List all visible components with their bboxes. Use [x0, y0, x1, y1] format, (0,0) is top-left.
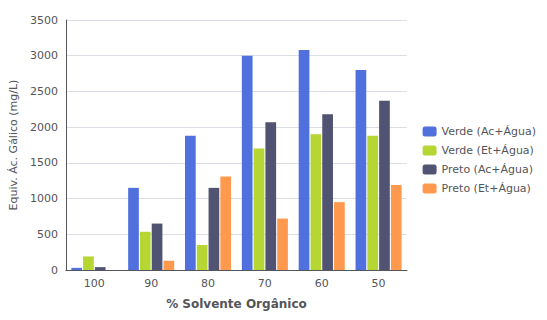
svg-text:100: 100 [84, 277, 105, 290]
svg-text:500: 500 [37, 228, 58, 241]
svg-text:80: 80 [201, 277, 215, 290]
svg-text:Verde (Et+Água): Verde (Et+Água) [442, 144, 534, 157]
svg-text:90: 90 [144, 277, 158, 290]
svg-text:3000: 3000 [30, 49, 58, 62]
svg-text:2000: 2000 [30, 121, 58, 134]
svg-text:% Solvente Orgânico: % Solvente Orgânico [166, 297, 307, 311]
svg-text:Verde (Ac+Água): Verde (Ac+Água) [442, 125, 536, 138]
svg-text:3500: 3500 [30, 14, 58, 27]
svg-text:60: 60 [315, 277, 329, 290]
svg-text:2500: 2500 [30, 85, 58, 98]
svg-text:50: 50 [372, 277, 386, 290]
svg-text:1000: 1000 [30, 192, 58, 205]
svg-text:Preto (Ac+Água): Preto (Ac+Água) [442, 163, 533, 176]
svg-text:Preto (Et+Água): Preto (Et+Água) [442, 182, 531, 195]
svg-text:70: 70 [258, 277, 272, 290]
svg-text:Equiv. Ác. Gálico (mg/L): Equiv. Ác. Gálico (mg/L) [7, 80, 20, 211]
svg-text:1500: 1500 [30, 156, 58, 169]
svg-text:0: 0 [51, 264, 58, 277]
